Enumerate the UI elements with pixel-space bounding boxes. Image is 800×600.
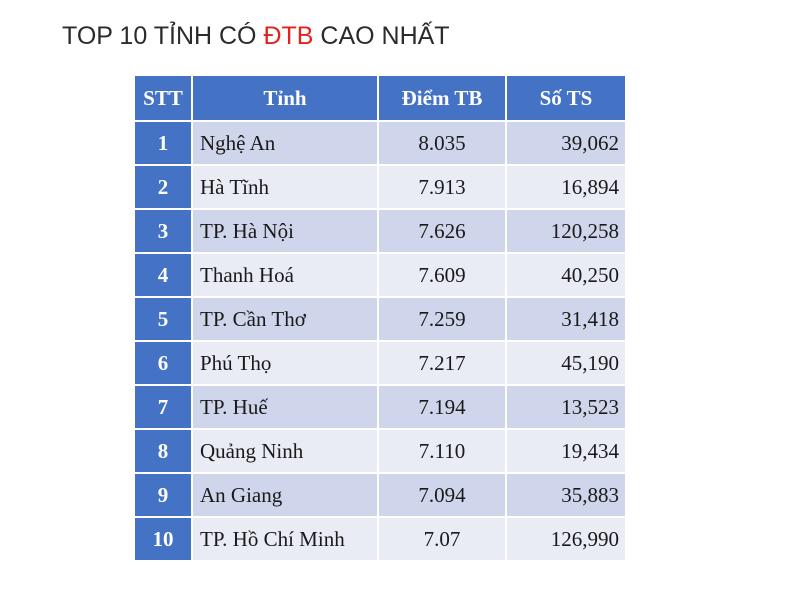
cell-province: TP. Huế (191, 384, 379, 430)
cell-candidate-count: 31,418 (505, 296, 627, 342)
title-highlight: ĐTB (263, 22, 314, 50)
cell-avg-score: 8.035 (377, 120, 507, 166)
cell-avg-score: 7.609 (377, 252, 507, 298)
cell-stt: 1 (133, 120, 193, 166)
table-row: 1 Nghệ An 8.035 39,062 (133, 120, 627, 166)
cell-province: TP. Cần Thơ (191, 296, 379, 342)
cell-stt: 3 (133, 208, 193, 254)
cell-candidate-count: 45,190 (505, 340, 627, 386)
cell-stt: 7 (133, 384, 193, 430)
title-prefix: TOP 10 TỈNH CÓ (62, 22, 264, 50)
cell-candidate-count: 120,258 (505, 208, 627, 254)
cell-province: An Giang (191, 472, 379, 518)
cell-stt: 10 (133, 516, 193, 562)
header-avg-score: Điểm TB (377, 74, 507, 122)
cell-candidate-count: 40,250 (505, 252, 627, 298)
cell-avg-score: 7.094 (377, 472, 507, 518)
cell-stt: 2 (133, 164, 193, 210)
cell-stt: 9 (133, 472, 193, 518)
cell-province: TP. Hà Nội (191, 208, 379, 254)
cell-province: Nghệ An (191, 120, 379, 166)
cell-province: TP. Hồ Chí Minh (191, 516, 379, 562)
cell-province: Phú Thọ (191, 340, 379, 386)
cell-candidate-count: 35,883 (505, 472, 627, 518)
cell-avg-score: 7.110 (377, 428, 507, 474)
cell-stt: 8 (133, 428, 193, 474)
table-row: 7 TP. Huế 7.194 13,523 (133, 384, 627, 430)
cell-stt: 6 (133, 340, 193, 386)
table-row: 8 Quảng Ninh 7.110 19,434 (133, 428, 627, 474)
cell-avg-score: 7.626 (377, 208, 507, 254)
ranking-table: STT Tỉnh Điểm TB Số TS 1 Nghệ An 8.035 3… (133, 74, 627, 562)
table-row: 2 Hà Tĩnh 7.913 16,894 (133, 164, 627, 210)
table-row: 5 TP. Cần Thơ 7.259 31,418 (133, 296, 627, 342)
cell-candidate-count: 13,523 (505, 384, 627, 430)
table-row: 6 Phú Thọ 7.217 45,190 (133, 340, 627, 386)
cell-province: Quảng Ninh (191, 428, 379, 474)
table-row: 4 Thanh Hoá 7.609 40,250 (133, 252, 627, 298)
table-row: 9 An Giang 7.094 35,883 (133, 472, 627, 518)
header-stt: STT (133, 74, 193, 122)
cell-avg-score: 7.217 (377, 340, 507, 386)
table-row: 10 TP. Hồ Chí Minh 7.07 126,990 (133, 516, 627, 562)
cell-province: Thanh Hoá (191, 252, 379, 298)
cell-avg-score: 7.07 (377, 516, 507, 562)
page-title: TOP 10 TỈNH CÓ ĐTB CAO NHẤT (62, 22, 450, 51)
cell-avg-score: 7.913 (377, 164, 507, 210)
cell-candidate-count: 19,434 (505, 428, 627, 474)
header-province: Tỉnh (191, 74, 379, 122)
table-header-row: STT Tỉnh Điểm TB Số TS (133, 74, 627, 122)
title-suffix: CAO NHẤT (313, 22, 450, 50)
cell-candidate-count: 126,990 (505, 516, 627, 562)
cell-avg-score: 7.259 (377, 296, 507, 342)
cell-stt: 5 (133, 296, 193, 342)
cell-province: Hà Tĩnh (191, 164, 379, 210)
table-row: 3 TP. Hà Nội 7.626 120,258 (133, 208, 627, 254)
cell-stt: 4 (133, 252, 193, 298)
cell-candidate-count: 39,062 (505, 120, 627, 166)
cell-avg-score: 7.194 (377, 384, 507, 430)
header-candidate-count: Số TS (505, 74, 627, 122)
cell-candidate-count: 16,894 (505, 164, 627, 210)
